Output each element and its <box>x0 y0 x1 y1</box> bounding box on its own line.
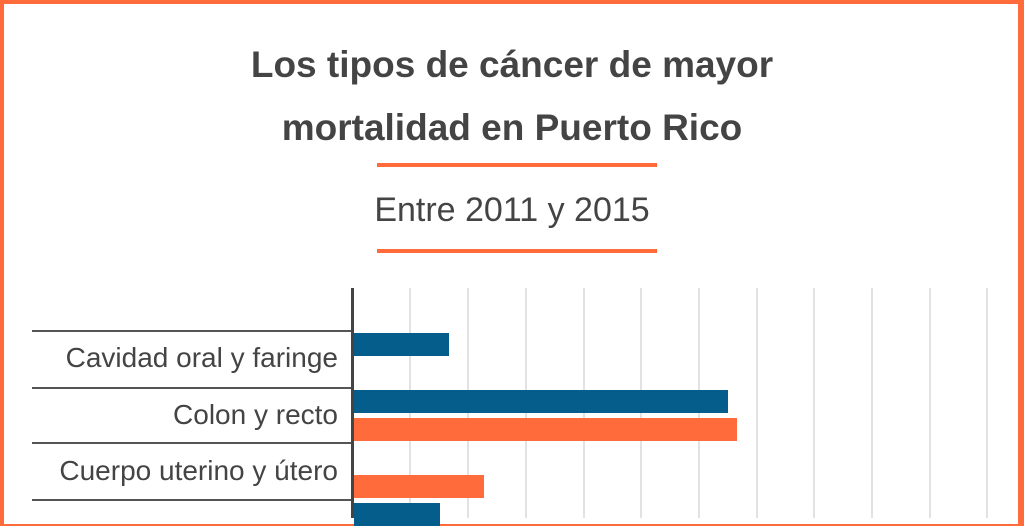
chart-title-line-2: mortalidad en Puerto Rico <box>281 107 743 148</box>
gridline <box>929 288 931 518</box>
gridline <box>813 288 815 518</box>
subtitle-divider <box>377 249 657 253</box>
gridline <box>871 288 873 518</box>
category-label: Colon y recto <box>173 399 338 430</box>
bar-cavidad-oral-blue <box>354 333 449 356</box>
row-separator <box>32 387 352 389</box>
chart-title-line-1: Los tipos de cáncer de mayor <box>250 44 774 85</box>
category-label: Cuerpo uterino y útero <box>59 455 338 486</box>
row-separator <box>32 330 352 332</box>
bar-colon-recto-orange <box>354 418 737 441</box>
gridline <box>986 288 988 518</box>
bar-next-category-blue <box>354 503 440 526</box>
gridline <box>756 288 758 518</box>
row-separator <box>32 499 352 501</box>
chart-subtitle: Entre 2011 y 2015 <box>374 191 650 229</box>
bar-cuerpo-uterino-orange <box>354 475 484 498</box>
category-label: Cavidad oral y faringe <box>65 342 338 373</box>
y-axis <box>351 288 354 518</box>
title-divider <box>377 163 657 167</box>
row-separator <box>32 442 352 444</box>
bar-colon-recto-blue <box>354 390 728 413</box>
